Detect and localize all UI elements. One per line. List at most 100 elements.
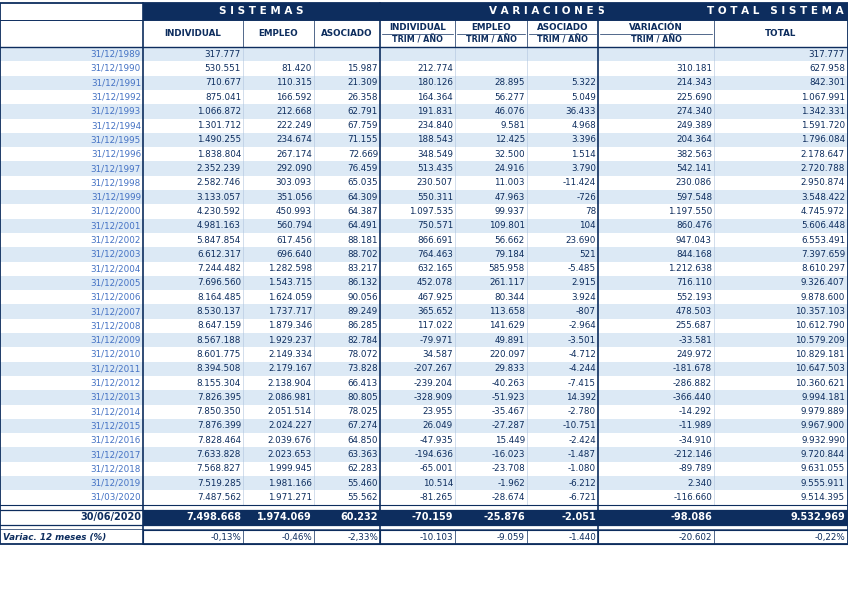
Text: 88.181: 88.181 — [348, 236, 378, 245]
Text: -4.712: -4.712 — [568, 350, 596, 359]
Text: -181.678: -181.678 — [672, 364, 712, 373]
Bar — [0, 104, 848, 118]
Text: 530.551: 530.551 — [204, 64, 241, 73]
Text: 5.049: 5.049 — [571, 93, 596, 102]
Text: 11.003: 11.003 — [494, 178, 525, 188]
Text: -6.721: -6.721 — [568, 493, 596, 502]
Bar — [0, 162, 848, 175]
Text: 2.024.227: 2.024.227 — [268, 421, 312, 430]
Text: 1.197.550: 1.197.550 — [667, 207, 712, 216]
Text: 28.895: 28.895 — [494, 78, 525, 87]
Text: 351.056: 351.056 — [276, 193, 312, 202]
Text: 627.958: 627.958 — [809, 64, 845, 73]
Text: S I S T E M A S: S I S T E M A S — [220, 7, 304, 16]
Text: 3.548.422: 3.548.422 — [801, 193, 845, 202]
Text: 7.633.828: 7.633.828 — [197, 450, 241, 459]
Text: -81.265: -81.265 — [420, 493, 453, 502]
Text: 9.514.395: 9.514.395 — [801, 493, 845, 502]
Text: 78.072: 78.072 — [348, 350, 378, 359]
Text: 49.891: 49.891 — [494, 335, 525, 344]
Text: -11.989: -11.989 — [678, 421, 712, 430]
Bar — [598, 510, 848, 525]
Text: -2.964: -2.964 — [568, 322, 596, 331]
Text: 64.491: 64.491 — [348, 221, 378, 230]
Text: 7.397.659: 7.397.659 — [801, 250, 845, 259]
Text: 450.993: 450.993 — [276, 207, 312, 216]
Bar — [143, 530, 380, 544]
Text: 90.056: 90.056 — [348, 293, 378, 302]
Text: 750.571: 750.571 — [416, 221, 453, 230]
Text: -23.708: -23.708 — [491, 465, 525, 474]
Text: 83.217: 83.217 — [348, 264, 378, 273]
Text: -11.424: -11.424 — [563, 178, 596, 188]
Text: 8.394.508: 8.394.508 — [197, 364, 241, 373]
Text: 225.690: 225.690 — [676, 93, 712, 102]
Text: 212.774: 212.774 — [417, 64, 453, 73]
Text: 46.076: 46.076 — [494, 107, 525, 116]
Text: 110.315: 110.315 — [276, 78, 312, 87]
Text: -726: -726 — [577, 193, 596, 202]
Text: 1.981.166: 1.981.166 — [268, 478, 312, 487]
Text: 31/12/2005: 31/12/2005 — [91, 278, 141, 287]
Text: 7.487.562: 7.487.562 — [197, 493, 241, 502]
Text: 3.396: 3.396 — [571, 135, 596, 144]
Text: 7.876.399: 7.876.399 — [197, 421, 241, 430]
Bar — [143, 510, 380, 525]
Text: 76.459: 76.459 — [348, 164, 378, 173]
Text: 31/12/1998: 31/12/1998 — [91, 178, 141, 188]
Text: 4.745.972: 4.745.972 — [801, 207, 845, 216]
Text: 617.456: 617.456 — [276, 236, 312, 245]
Bar — [380, 510, 598, 525]
Text: 31/12/1991: 31/12/1991 — [91, 78, 141, 87]
Bar — [0, 247, 848, 261]
Text: 1.067.991: 1.067.991 — [801, 93, 845, 102]
Text: 31/12/2013: 31/12/2013 — [91, 393, 141, 402]
Text: 62.791: 62.791 — [348, 107, 378, 116]
Text: -0,22%: -0,22% — [814, 532, 845, 542]
Bar — [0, 190, 848, 204]
Bar — [0, 276, 848, 290]
Text: -98.086: -98.086 — [670, 512, 712, 522]
Bar — [380, 530, 598, 544]
Bar — [0, 219, 848, 233]
Text: 844.168: 844.168 — [676, 250, 712, 259]
Text: 222.249: 222.249 — [276, 121, 312, 130]
Text: 31/12/2001: 31/12/2001 — [91, 221, 141, 230]
Text: -47.935: -47.935 — [420, 436, 453, 445]
Text: 5.606.448: 5.606.448 — [801, 221, 845, 230]
Bar — [0, 147, 848, 162]
Text: 47.963: 47.963 — [494, 193, 525, 202]
Text: 1.212.638: 1.212.638 — [668, 264, 712, 273]
Text: 31/12/2008: 31/12/2008 — [91, 322, 141, 331]
Bar — [143, 20, 848, 47]
Text: 1.301.712: 1.301.712 — [197, 121, 241, 130]
Text: 62.283: 62.283 — [348, 465, 378, 474]
Text: -28.674: -28.674 — [492, 493, 525, 502]
Text: 560.794: 560.794 — [276, 221, 312, 230]
Text: -207.267: -207.267 — [414, 364, 453, 373]
Text: 31/03/2020: 31/03/2020 — [91, 493, 141, 502]
Bar — [0, 118, 848, 133]
Text: 80.344: 80.344 — [494, 293, 525, 302]
Bar — [0, 376, 848, 390]
Text: 1.543.715: 1.543.715 — [268, 278, 312, 287]
Text: 31/12/2019: 31/12/2019 — [91, 478, 141, 487]
Text: 31/12/1990: 31/12/1990 — [91, 64, 141, 73]
Text: 220.097: 220.097 — [489, 350, 525, 359]
Text: VARIACIÓN: VARIACIÓN — [629, 23, 683, 32]
Text: 452.078: 452.078 — [417, 278, 453, 287]
Text: 1.879.346: 1.879.346 — [268, 322, 312, 331]
Text: 99.937: 99.937 — [494, 207, 525, 216]
Text: 67.759: 67.759 — [348, 121, 378, 130]
Text: 310.181: 310.181 — [676, 64, 712, 73]
Text: 31/12/1995: 31/12/1995 — [91, 135, 141, 144]
Text: -10.103: -10.103 — [420, 532, 453, 542]
Text: EMPLEO: EMPLEO — [259, 29, 298, 38]
Text: 7.244.482: 7.244.482 — [197, 264, 241, 273]
Text: 31/12/2003: 31/12/2003 — [91, 250, 141, 259]
Text: -70.159: -70.159 — [411, 512, 453, 522]
Text: TRIM / AÑO: TRIM / AÑO — [537, 35, 588, 44]
Text: 1.097.535: 1.097.535 — [409, 207, 453, 216]
Text: 10.829.181: 10.829.181 — [795, 350, 845, 359]
Text: INDIVIDUAL: INDIVIDUAL — [165, 29, 221, 38]
